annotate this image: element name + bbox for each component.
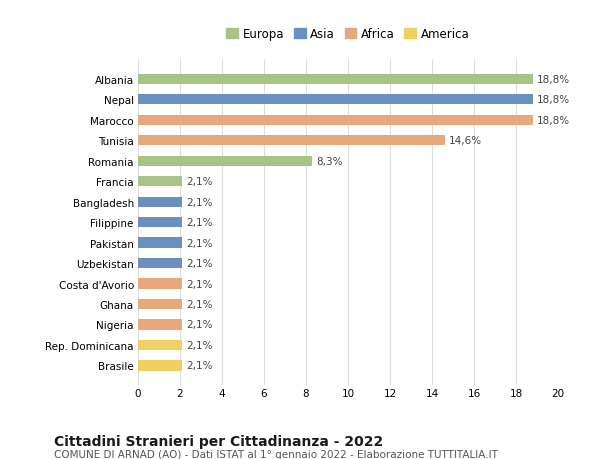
Bar <box>138 279 182 289</box>
Text: 2,1%: 2,1% <box>187 238 213 248</box>
Bar <box>138 177 182 187</box>
Bar <box>138 258 182 269</box>
Text: COMUNE DI ARNAD (AO) - Dati ISTAT al 1° gennaio 2022 - Elaborazione TUTTITALIA.I: COMUNE DI ARNAD (AO) - Dati ISTAT al 1° … <box>54 449 498 459</box>
Bar <box>138 136 445 146</box>
Bar <box>138 218 182 228</box>
Text: 2,1%: 2,1% <box>187 299 213 309</box>
Bar <box>138 360 182 371</box>
Bar <box>138 74 533 85</box>
Bar <box>138 197 182 207</box>
Bar <box>138 238 182 248</box>
Text: Cittadini Stranieri per Cittadinanza - 2022: Cittadini Stranieri per Cittadinanza - 2… <box>54 434 383 448</box>
Bar <box>138 156 313 167</box>
Text: 2,1%: 2,1% <box>187 320 213 330</box>
Bar <box>138 95 533 105</box>
Text: 18,8%: 18,8% <box>537 116 570 125</box>
Text: 2,1%: 2,1% <box>187 197 213 207</box>
Text: 18,8%: 18,8% <box>537 95 570 105</box>
Text: 14,6%: 14,6% <box>449 136 482 146</box>
Text: 2,1%: 2,1% <box>187 177 213 187</box>
Text: 2,1%: 2,1% <box>187 340 213 350</box>
Bar <box>138 340 182 350</box>
Bar <box>138 299 182 309</box>
Text: 2,1%: 2,1% <box>187 361 213 370</box>
Bar <box>138 115 533 126</box>
Legend: Europa, Asia, Africa, America: Europa, Asia, Africa, America <box>221 23 475 45</box>
Text: 2,1%: 2,1% <box>187 218 213 228</box>
Text: 18,8%: 18,8% <box>537 75 570 84</box>
Text: 8,3%: 8,3% <box>317 157 343 166</box>
Bar <box>138 319 182 330</box>
Text: 2,1%: 2,1% <box>187 279 213 289</box>
Text: 2,1%: 2,1% <box>187 258 213 269</box>
